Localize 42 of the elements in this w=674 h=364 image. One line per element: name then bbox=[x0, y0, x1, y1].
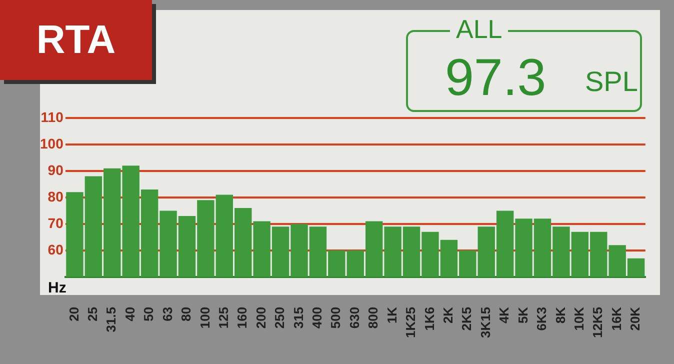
x-tick-label: 200 bbox=[253, 306, 268, 329]
x-tick-label: 6K3 bbox=[534, 306, 550, 331]
x-tick-label: 16K bbox=[608, 306, 624, 331]
x-tick-label: 2K bbox=[440, 306, 456, 324]
chart-title: RTA bbox=[0, 0, 152, 80]
x-tick-label: 1K25 bbox=[403, 306, 418, 338]
x-tick-label: 100 bbox=[197, 306, 212, 329]
x-tick-label: 12K5 bbox=[590, 306, 606, 338]
x-tick-label: 500 bbox=[328, 306, 344, 329]
x-tick-label: 800 bbox=[366, 306, 381, 329]
x-tick-label: 1K6 bbox=[422, 306, 437, 331]
x-tick-label: 1K bbox=[384, 306, 400, 324]
x-tick-label: 31.5 bbox=[104, 306, 119, 332]
y-tick-label: 110 bbox=[40, 108, 64, 125]
x-tick-label: 50 bbox=[141, 306, 156, 322]
x-tick-label: 40 bbox=[122, 306, 138, 322]
x-tick-label: 160 bbox=[234, 306, 250, 329]
x-tick-label: 63 bbox=[160, 306, 175, 322]
x-tick-label: 20 bbox=[66, 306, 82, 322]
x-tick-label: 125 bbox=[216, 306, 231, 329]
x-tick-label: 25 bbox=[85, 306, 100, 322]
x-tick-label: 250 bbox=[272, 306, 288, 329]
text: SPL bbox=[585, 66, 638, 98]
x-tick-label: 4K bbox=[496, 306, 512, 324]
y-tick-label: 80 bbox=[48, 188, 64, 204]
x-tick-label: 10K bbox=[571, 306, 586, 331]
x-tick-label: 630 bbox=[346, 306, 362, 329]
y-tick-label: 100 bbox=[40, 135, 64, 152]
y-tick-label: 60 bbox=[48, 241, 64, 258]
x-tick-label: 2K5 bbox=[459, 306, 474, 331]
text: ALL bbox=[450, 14, 508, 45]
x-tick-label: 400 bbox=[310, 306, 325, 329]
x-tick-label: 315 bbox=[290, 306, 306, 329]
y-tick-label: 90 bbox=[48, 162, 64, 178]
x-tick-label: 8K bbox=[552, 306, 568, 324]
x-tick-label: 20K bbox=[628, 306, 643, 331]
text: 97.3 bbox=[445, 48, 546, 108]
x-axis-title: Hz bbox=[48, 280, 66, 297]
x-tick-label: 80 bbox=[178, 306, 194, 322]
y-tick-label: 70 bbox=[48, 214, 64, 231]
x-tick-label: 5K bbox=[515, 306, 530, 324]
x-tick-label: 3K15 bbox=[478, 306, 493, 338]
